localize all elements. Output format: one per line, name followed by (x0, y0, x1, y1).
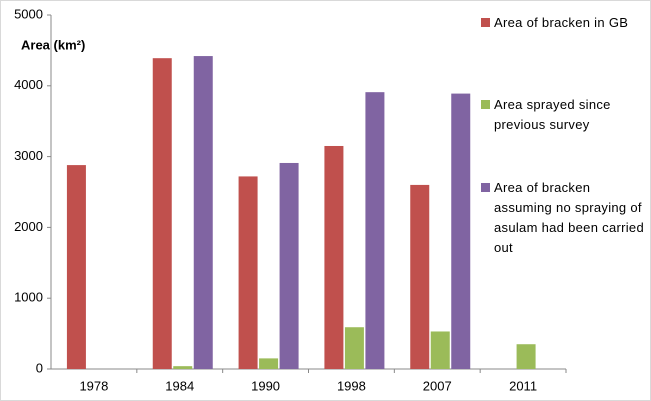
legend-label: Area of bracken assuming no spraying of … (494, 180, 644, 255)
bar (193, 56, 213, 370)
x-tick-label: 1978 (79, 378, 108, 393)
x-tick-label: 1998 (337, 378, 366, 393)
bar (410, 184, 430, 369)
bar (279, 162, 299, 369)
bar (344, 327, 364, 369)
bar (152, 58, 172, 370)
bar (451, 93, 471, 369)
x-tick-label: 1990 (251, 378, 280, 393)
bar (259, 358, 279, 369)
y-tick-label: 0 (36, 360, 43, 375)
x-tick-label: 2007 (423, 378, 452, 393)
x-tick-label: 1984 (165, 378, 194, 393)
bar (365, 92, 385, 369)
bar (66, 165, 86, 369)
x-tick-label: 2011 (509, 378, 537, 393)
y-axis-label: Area (km²) (21, 37, 85, 52)
y-tick-label: 2000 (14, 219, 43, 234)
y-tick-label: 4000 (14, 77, 43, 92)
y-tick-label: 1000 (14, 290, 43, 305)
legend-label: Area sprayed since previous survey (494, 97, 611, 132)
bar (430, 331, 450, 369)
legend-label: Area of bracken in GB (494, 15, 629, 30)
y-tick-label: 5000 (14, 6, 43, 21)
legend-swatch (481, 100, 490, 109)
legend-swatch (481, 183, 490, 192)
bar (173, 366, 193, 369)
legend-swatch (481, 18, 490, 27)
bar (238, 176, 258, 369)
bar (324, 145, 344, 369)
bar (516, 344, 536, 369)
y-tick-label: 3000 (14, 148, 43, 163)
